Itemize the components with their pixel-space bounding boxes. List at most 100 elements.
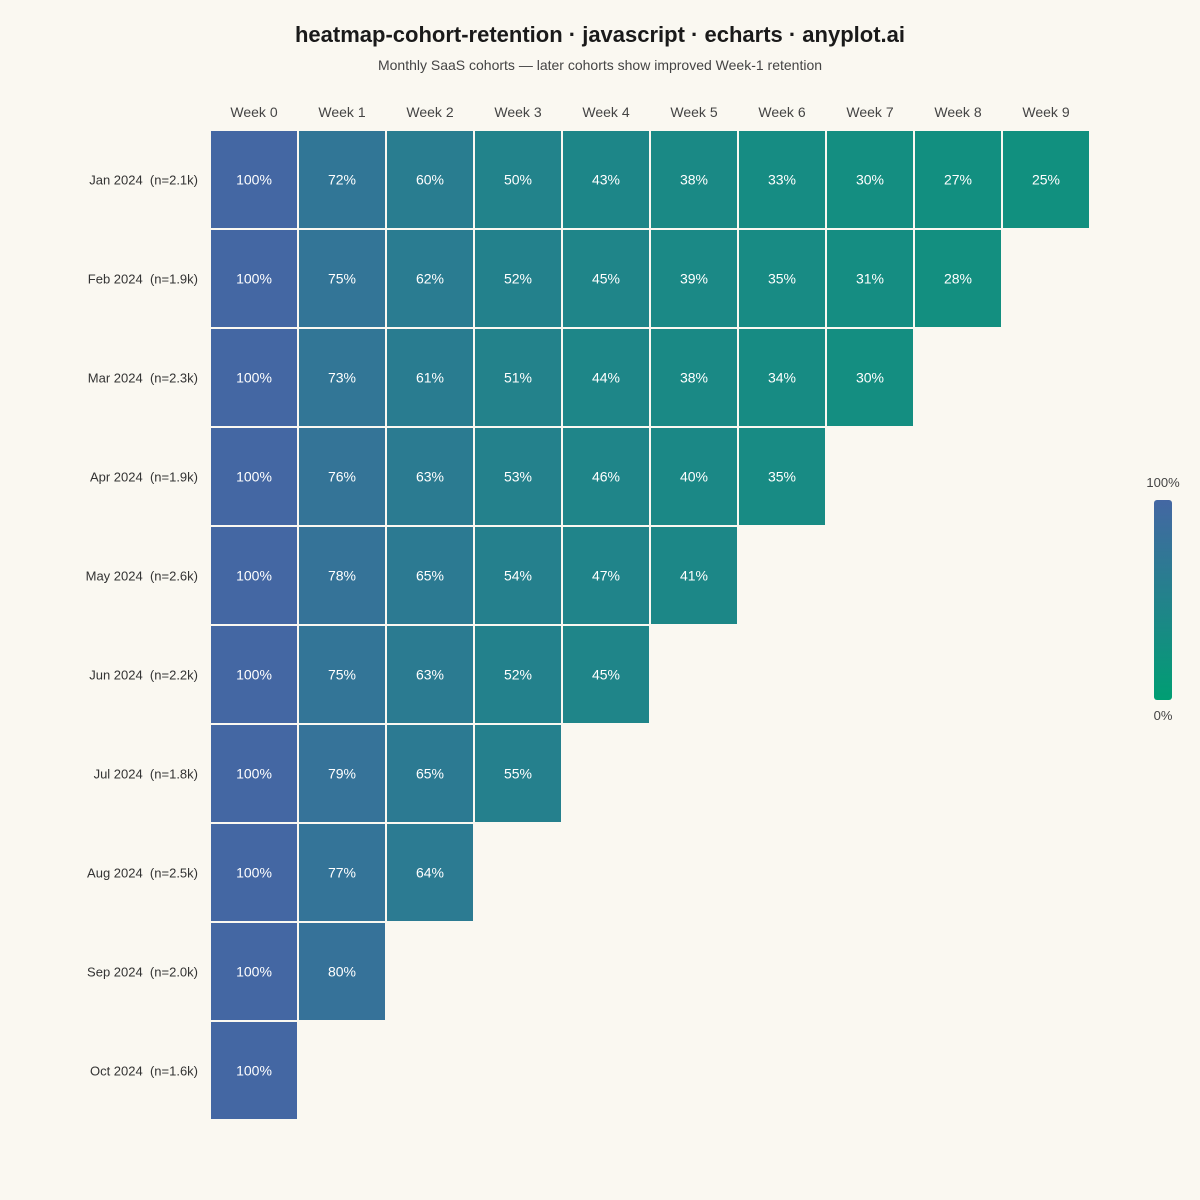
heatmap-cell	[913, 228, 1003, 329]
heatmap-cell	[209, 1020, 299, 1121]
row-label: Oct 2024 (n=1.6k)	[90, 1064, 198, 1079]
cell-value-label: 61%	[416, 370, 444, 386]
heatmap-cell	[385, 723, 475, 824]
heatmap-cell	[649, 327, 739, 428]
heatmap-cell	[209, 426, 299, 527]
legend-gradient-bar	[1154, 500, 1172, 700]
heatmap-cell	[297, 822, 387, 923]
cell-value-label: 63%	[416, 469, 444, 485]
cell-value-label: 54%	[504, 568, 532, 584]
column-label: Week 0	[230, 104, 277, 120]
heatmap-cell	[385, 822, 475, 923]
heatmap-cell	[297, 921, 387, 1022]
column-label: Week 2	[406, 104, 453, 120]
cell-value-label: 38%	[680, 370, 708, 386]
heatmap-cell	[473, 327, 563, 428]
heatmap-cell	[385, 327, 475, 428]
cell-value-label: 43%	[592, 172, 620, 188]
row-labels: Jan 2024 (n=2.1k) Feb 2024 (n=1.9k) Mar 20…	[86, 173, 198, 1079]
cell-value-label: 78%	[328, 568, 356, 584]
cell-value-label: 72%	[328, 172, 356, 188]
cell-value-label: 100%	[236, 1063, 272, 1079]
heatmap-cell	[209, 525, 299, 626]
legend-min-label: 0%	[1154, 708, 1173, 723]
cell-value-label: 60%	[416, 172, 444, 188]
column-label: Week 7	[846, 104, 893, 120]
heatmap-cell	[209, 723, 299, 824]
cell-value-label: 35%	[768, 469, 796, 485]
cell-value-label: 100%	[236, 568, 272, 584]
chart-title: heatmap-cohort-retention · javascript · …	[294, 22, 905, 47]
cell-value-label: 100%	[236, 370, 272, 386]
cell-value-label: 47%	[592, 568, 620, 584]
heatmap-cell	[825, 129, 915, 230]
cell-value-label: 80%	[328, 964, 356, 980]
cell-value-label: 65%	[416, 766, 444, 782]
heatmap-cell	[649, 228, 739, 329]
row-label: Sep 2024 (n=2.0k)	[87, 965, 198, 980]
cell-value-label: 30%	[856, 370, 884, 386]
heatmap-cell	[209, 129, 299, 230]
column-label: Week 6	[758, 104, 805, 120]
heatmap-cell	[737, 129, 827, 230]
heatmap-cell	[1001, 129, 1091, 230]
heatmap-cell	[649, 426, 739, 527]
cell-value-label: 28%	[944, 271, 972, 287]
cell-value-label: 45%	[592, 271, 620, 287]
heatmap-cell	[473, 228, 563, 329]
heatmap-cell	[473, 426, 563, 527]
cell-value-label: 38%	[680, 172, 708, 188]
heatmap-cell	[737, 426, 827, 527]
cell-value-label: 100%	[236, 667, 272, 683]
heatmap-cell	[737, 228, 827, 329]
row-label: Mar 2024 (n=2.3k)	[88, 371, 198, 386]
heatmap-cell	[297, 426, 387, 527]
column-label: Week 8	[934, 104, 981, 120]
column-labels: Week 0 Week 1 Week 2 Week 3 Week 4 Week 5 Week…	[230, 104, 1069, 120]
color-legend: 100% 0%	[1146, 475, 1180, 723]
cell-value-label: 100%	[236, 172, 272, 188]
cell-value-label: 35%	[768, 271, 796, 287]
heatmap-cell	[649, 525, 739, 626]
cell-value-label: 39%	[680, 271, 708, 287]
column-label: Week 1	[318, 104, 365, 120]
row-label: May 2024 (n=2.6k)	[86, 569, 198, 584]
heatmap-cell	[825, 228, 915, 329]
legend-max-label: 100%	[1146, 475, 1180, 490]
heatmap-cell	[209, 327, 299, 428]
cell-value-label: 27%	[944, 172, 972, 188]
cell-value-label: 64%	[416, 865, 444, 881]
cell-value-label: 77%	[328, 865, 356, 881]
cell-value-label: 46%	[592, 469, 620, 485]
column-label: Week 4	[582, 104, 629, 120]
cell-value-label: 76%	[328, 469, 356, 485]
column-label: Week 5	[670, 104, 717, 120]
cell-value-label: 52%	[504, 271, 532, 287]
cell-value-label: 33%	[768, 172, 796, 188]
cell-value-label: 34%	[768, 370, 796, 386]
row-label: Jan 2024 (n=2.1k)	[89, 173, 198, 188]
cell-value-label: 75%	[328, 271, 356, 287]
heatmap-cell	[297, 723, 387, 824]
column-label: Week 3	[494, 104, 541, 120]
cell-value-label: 41%	[680, 568, 708, 584]
heatmap-cell	[297, 228, 387, 329]
cell-value-label: 31%	[856, 271, 884, 287]
cell-value-label: 45%	[592, 667, 620, 683]
cell-value-label: 73%	[328, 370, 356, 386]
cell-value-label: 53%	[504, 469, 532, 485]
cell-value-label: 50%	[504, 172, 532, 188]
cell-value-label: 51%	[504, 370, 532, 386]
chart-subtitle: Monthly SaaS cohorts — later cohorts sho…	[377, 57, 823, 73]
heatmap-cell	[385, 525, 475, 626]
cell-value-label: 44%	[592, 370, 620, 386]
heatmap-cells: 100% 72% 60% 50% 43% 38% 33% 30% 27% 25% 100% 75% 62…	[209, 129, 1091, 1121]
column-label: Week 9	[1022, 104, 1069, 120]
heatmap-cell	[473, 723, 563, 824]
cell-value-label: 100%	[236, 271, 272, 287]
cell-value-label: 79%	[328, 766, 356, 782]
heatmap-cell	[825, 327, 915, 428]
cell-value-label: 63%	[416, 667, 444, 683]
cell-value-label: 52%	[504, 667, 532, 683]
